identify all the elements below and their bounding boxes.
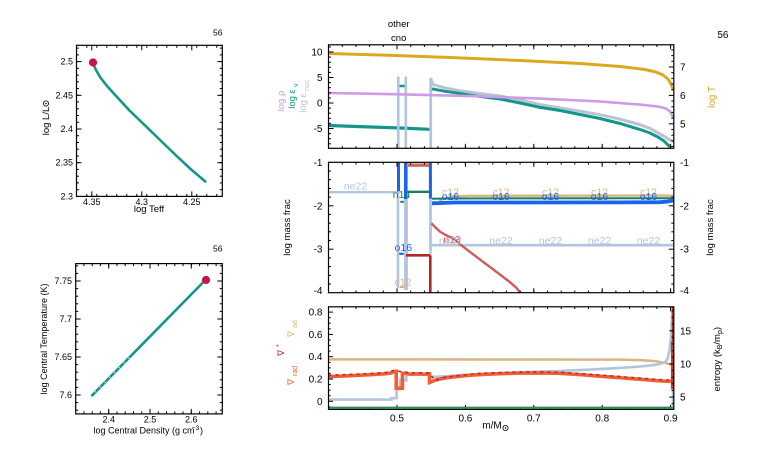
svg-text:o16: o16 (542, 191, 560, 203)
svg-text:c12: c12 (640, 187, 657, 199)
svg-text:5: 5 (680, 393, 686, 404)
svg-text:0: 0 (317, 99, 323, 110)
svg-text:6: 6 (680, 91, 686, 102)
svg-text:-1: -1 (680, 158, 689, 169)
svg-text:ν: ν (293, 83, 300, 87)
svg-text:-3: -3 (680, 245, 689, 256)
svg-text:log T: log T (707, 86, 718, 108)
svg-text:2.4: 2.4 (102, 414, 115, 424)
svg-text:56: 56 (213, 28, 223, 38)
svg-text:7.65: 7.65 (54, 352, 72, 362)
svg-text:10: 10 (311, 48, 323, 59)
svg-text:m/M: m/M (482, 421, 501, 432)
svg-text:log L/L: log L/L (41, 107, 52, 136)
svg-text:o16: o16 (640, 191, 658, 203)
svg-text:0.4: 0.4 (309, 352, 323, 363)
svg-text:2.35: 2.35 (55, 158, 73, 168)
svg-text:-4: -4 (314, 286, 323, 297)
svg-text:other: other (388, 19, 410, 30)
svg-text:0.8: 0.8 (309, 308, 323, 319)
svg-text:n13: n13 (443, 234, 461, 246)
svg-text:c12: c12 (542, 187, 559, 199)
svg-text:2.4: 2.4 (60, 124, 73, 134)
svg-text:): ) (200, 426, 203, 436)
svg-text:log Central Temperature (K): log Central Temperature (K) (39, 284, 49, 395)
svg-text:5: 5 (680, 119, 686, 130)
svg-text:2.6: 2.6 (185, 414, 198, 424)
svg-text:0: 0 (317, 397, 323, 408)
svg-text:rad: rad (292, 366, 299, 376)
svg-text:*: * (276, 344, 283, 347)
svg-text:2.3: 2.3 (60, 191, 73, 201)
svg-text:∇: ∇ (286, 330, 296, 338)
svg-text:0.6: 0.6 (458, 414, 472, 425)
svg-text:-3: -3 (314, 245, 323, 256)
svg-text:7.6: 7.6 (59, 390, 72, 400)
svg-text:c12: c12 (442, 187, 459, 199)
svg-text:-1: -1 (314, 158, 323, 169)
svg-text:c12: c12 (591, 187, 608, 199)
svg-text:log Central Density (g cm: log Central Density (g cm (93, 426, 194, 436)
svg-text:ne22: ne22 (637, 235, 661, 247)
svg-text:c12: c12 (493, 187, 510, 199)
svg-text:entropy (kB/mp): entropy (kB/mp) (712, 327, 724, 392)
svg-text:0.5: 0.5 (390, 414, 404, 425)
svg-text:0.6: 0.6 (309, 330, 323, 341)
svg-text:ne22: ne22 (539, 235, 563, 247)
svg-text:c12: c12 (395, 277, 412, 289)
svg-text:2.5: 2.5 (60, 57, 73, 67)
svg-text:-4: -4 (680, 286, 689, 297)
svg-text:log Teff: log Teff (134, 204, 165, 215)
svg-text:∇: ∇ (276, 349, 286, 357)
svg-text:4.3: 4.3 (136, 197, 149, 207)
svg-text:o16: o16 (492, 191, 510, 203)
svg-text:ne22: ne22 (439, 235, 463, 247)
svg-text:7.7: 7.7 (59, 314, 72, 324)
svg-text:cno: cno (391, 33, 406, 44)
svg-text:56: 56 (213, 244, 223, 254)
svg-text:4.25: 4.25 (183, 197, 201, 207)
svg-text:-5: -5 (314, 124, 323, 135)
svg-text:o16: o16 (442, 191, 460, 203)
svg-text:log ε: log ε (298, 92, 309, 112)
svg-text:2.45: 2.45 (55, 90, 73, 100)
svg-text:7: 7 (680, 63, 686, 74)
svg-text:log mass frac: log mass frac (282, 199, 293, 256)
svg-text:∇: ∇ (286, 378, 296, 386)
svg-text:ne22: ne22 (588, 235, 612, 247)
svg-text:log ρ: log ρ (276, 90, 287, 111)
svg-text:0.9: 0.9 (664, 414, 678, 425)
svg-text:0.8: 0.8 (595, 414, 609, 425)
svg-text:n14: n14 (393, 189, 411, 201)
svg-text:ne22: ne22 (344, 181, 368, 193)
svg-text:ne22: ne22 (489, 235, 513, 247)
svg-text:nuc: nuc (304, 79, 311, 91)
svg-text:2.5: 2.5 (144, 414, 157, 424)
svg-text:0.2: 0.2 (309, 375, 323, 386)
svg-text:-2: -2 (314, 201, 323, 212)
svg-text:-2: -2 (680, 201, 689, 212)
svg-text:15: 15 (680, 326, 692, 337)
svg-text:−3: −3 (192, 425, 200, 432)
svg-text:0.7: 0.7 (527, 414, 541, 425)
svg-text:5: 5 (317, 73, 323, 84)
svg-text:56: 56 (717, 30, 729, 41)
svg-text:log mass frac: log mass frac (705, 199, 716, 256)
svg-text:log ε: log ε (287, 88, 298, 108)
svg-text:4.35: 4.35 (83, 197, 101, 207)
svg-text:7.75: 7.75 (54, 276, 72, 286)
svg-text:o16: o16 (395, 242, 413, 254)
svg-text:10: 10 (680, 360, 692, 371)
svg-text:o16: o16 (591, 191, 609, 203)
svg-text:ad: ad (292, 320, 299, 328)
